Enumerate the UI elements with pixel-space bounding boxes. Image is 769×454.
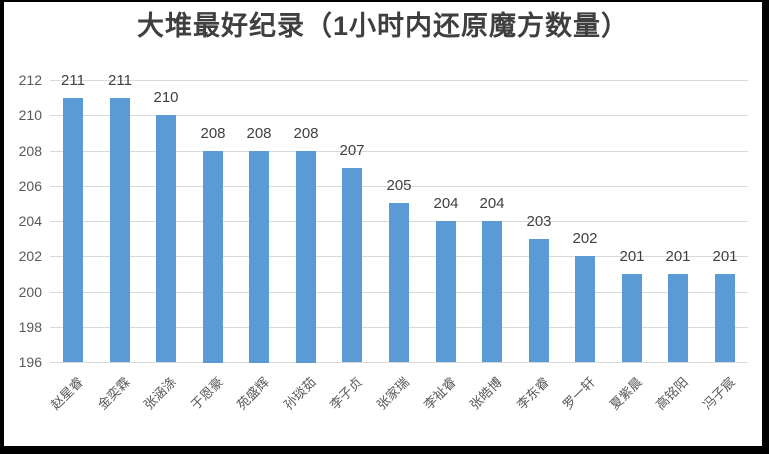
bar: [529, 239, 549, 362]
bar-value-label: 208: [200, 125, 226, 142]
bar-value-label: 201: [712, 248, 738, 265]
bar-value-label: 208: [293, 125, 319, 142]
bar: [203, 151, 223, 363]
bar: [668, 274, 688, 362]
bar: [156, 115, 176, 362]
y-axis-tick-label: 204: [18, 213, 42, 229]
bar-value-label: 205: [386, 177, 412, 194]
bar-value-label: 204: [479, 195, 505, 212]
bar-value-label: 204: [433, 195, 459, 212]
bar: [342, 168, 362, 362]
bar-value-label: 201: [665, 248, 691, 265]
y-gridline: [50, 362, 748, 363]
y-axis-tick-label: 198: [18, 319, 42, 335]
bar: [249, 151, 269, 363]
bar-value-label: 211: [61, 72, 85, 89]
y-gridline: [50, 186, 748, 187]
y-axis-tick-label: 212: [18, 72, 42, 88]
bar-value-label: 211: [108, 72, 132, 89]
bar: [110, 98, 130, 362]
bar: [436, 221, 456, 362]
y-gridline: [50, 115, 748, 116]
bar: [63, 98, 83, 362]
bar: [389, 203, 409, 362]
bar-value-label: 202: [572, 230, 598, 247]
y-axis-tick-label: 206: [18, 178, 42, 194]
bar: [575, 256, 595, 362]
bar-value-label: 203: [526, 213, 552, 230]
y-axis-tick-label: 202: [18, 248, 42, 264]
bar: [482, 221, 502, 362]
bar: [296, 151, 316, 363]
chart-canvas: [4, 2, 762, 446]
bar-value-label: 207: [339, 142, 365, 159]
bar: [715, 274, 735, 362]
bar-value-label: 210: [153, 89, 179, 106]
bar: [622, 274, 642, 362]
y-gridline: [50, 151, 748, 152]
bar-value-label: 208: [246, 125, 272, 142]
y-axis-tick-label: 200: [18, 284, 42, 300]
y-axis-tick-label: 210: [18, 107, 42, 123]
y-gridline: [50, 80, 748, 81]
y-axis-tick-label: 196: [18, 354, 42, 370]
y-axis-tick-label: 208: [18, 143, 42, 159]
chart-title: 大堆最好纪录（1小时内还原魔方数量）: [136, 11, 629, 41]
bar-value-label: 201: [619, 248, 645, 265]
